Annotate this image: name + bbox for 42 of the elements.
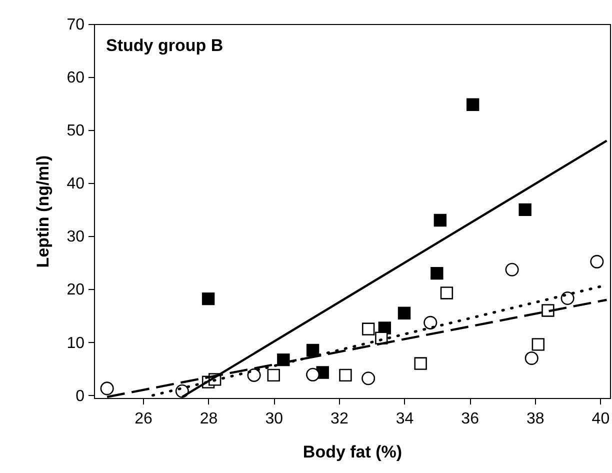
y-tick-label: 10: [66, 334, 85, 352]
point: [430, 266, 444, 280]
x-tick-label: 36: [461, 410, 480, 428]
x-tick-label: 34: [396, 410, 414, 428]
x-tick-label: 32: [330, 410, 348, 428]
y-tick-label: 20: [66, 282, 85, 299]
x-tick-label: 38: [526, 410, 544, 428]
point: [100, 382, 114, 396]
point: [518, 203, 532, 216]
y-tick-label: 70: [66, 16, 85, 34]
point: [306, 344, 320, 357]
point: [362, 322, 375, 336]
point: [434, 214, 447, 227]
y-tick-label: 30: [66, 228, 85, 246]
y-tick-label: 0: [76, 388, 85, 405]
point: [306, 368, 320, 382]
point: [424, 316, 438, 330]
point: [414, 357, 427, 370]
point: [590, 254, 604, 268]
point: [362, 372, 376, 386]
point: [505, 262, 519, 276]
x-tick-label: 26: [134, 410, 152, 428]
point: [440, 286, 454, 300]
point: [532, 338, 545, 351]
annotation: Study group B: [106, 36, 224, 55]
point: [267, 368, 280, 382]
y-tick-label: 50: [66, 122, 85, 140]
point: [524, 351, 538, 365]
point: [466, 98, 480, 111]
point: [247, 368, 261, 382]
point: [339, 368, 352, 382]
point: [560, 292, 574, 306]
x-tick-label: 30: [265, 410, 284, 428]
x-tick-label: 40: [592, 410, 610, 428]
y-tick-label: 60: [66, 70, 85, 87]
y-axis-title: Leptin (ng/ml): [34, 155, 53, 268]
x-axis-title: Body fat (%): [302, 442, 402, 462]
point: [202, 292, 215, 306]
x-tick-label: 28: [200, 410, 218, 428]
y-tick-label: 40: [66, 176, 85, 193]
point: [542, 304, 554, 317]
point: [398, 306, 411, 320]
